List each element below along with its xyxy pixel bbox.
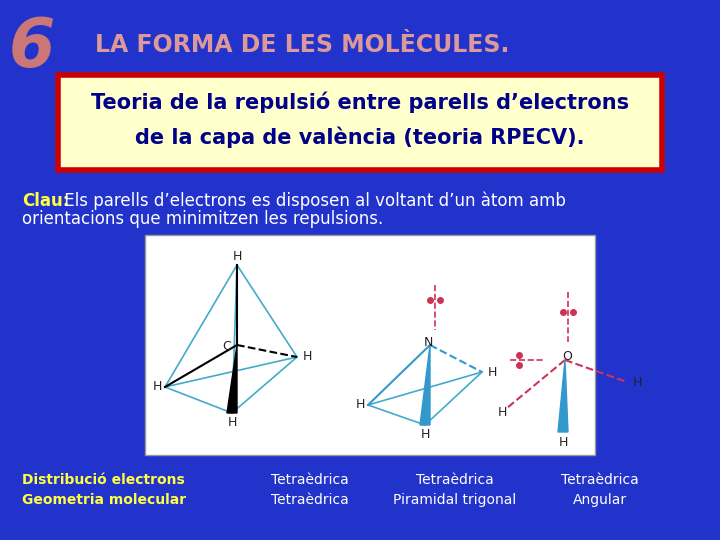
Text: H: H [302,350,312,363]
Text: Distribució electrons: Distribució electrons [22,473,185,487]
Text: C: C [222,341,231,354]
Text: Tetraèdrica: Tetraèdrica [416,473,494,487]
Text: Clau:: Clau: [22,192,69,210]
Text: H: H [228,416,237,429]
Text: H: H [498,406,507,419]
Text: Tetraèdrica: Tetraèdrica [271,493,349,507]
Text: 6: 6 [9,15,55,81]
Text: O: O [562,349,572,362]
Text: Teoria de la repulsió entre parells d’electrons: Teoria de la repulsió entre parells d’el… [91,91,629,113]
Text: H: H [355,399,365,411]
Text: LA FORMA DE LES MOLÈCULES.: LA FORMA DE LES MOLÈCULES. [95,33,509,57]
Text: Tetraèdrica: Tetraèdrica [271,473,349,487]
Text: Els parells d’electrons es disposen al voltant d’un àtom amb: Els parells d’electrons es disposen al v… [59,192,566,211]
FancyBboxPatch shape [58,75,662,170]
Polygon shape [227,345,237,413]
Polygon shape [420,345,430,425]
Text: de la capa de valència (teoria RPECV).: de la capa de valència (teoria RPECV). [135,126,585,148]
Text: Geometria molecular: Geometria molecular [22,493,186,507]
Text: Tetraèdrica: Tetraèdrica [561,473,639,487]
Polygon shape [558,360,568,432]
FancyBboxPatch shape [145,235,595,455]
Text: orientacions que minimitzen les repulsions.: orientacions que minimitzen les repulsio… [22,210,383,228]
Text: Piramidal trigonal: Piramidal trigonal [393,493,517,507]
Text: H: H [558,435,567,449]
Text: H: H [632,375,642,388]
Text: H: H [153,381,162,394]
Text: H: H [487,366,497,379]
Text: H: H [420,429,430,442]
Text: H: H [233,251,242,264]
Text: Angular: Angular [573,493,627,507]
Text: N: N [423,335,433,348]
